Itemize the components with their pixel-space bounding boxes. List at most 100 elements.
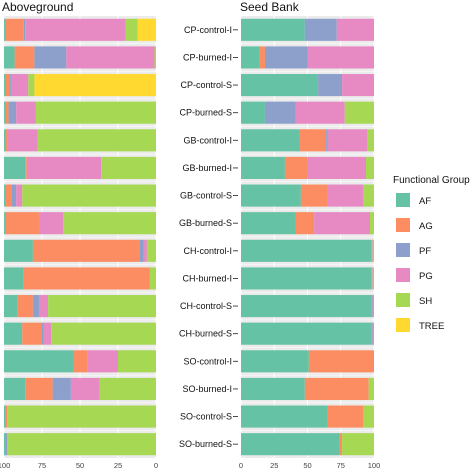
- aboveground-bar-pg: [66, 46, 155, 69]
- seed-bank-bar-sh: [344, 101, 374, 124]
- aboveground-bar-af: [4, 46, 15, 69]
- category-label: CH-burned-S: [179, 329, 232, 339]
- seed-bank-bar-ag: [259, 46, 265, 69]
- seed-bank-bar-ag: [300, 184, 328, 207]
- aboveground-bar-pg: [87, 350, 118, 373]
- seed-bank-bar-sh: [368, 377, 374, 400]
- seed-bank-bar-ag: [339, 433, 343, 456]
- aboveground-bar-sh: [51, 322, 157, 345]
- category-label: SO-control-I: [183, 356, 232, 366]
- seed-bank-bar-af: [241, 405, 328, 428]
- aboveground-bar-pg: [16, 101, 36, 124]
- seed-bank-bar-pg: [371, 267, 373, 290]
- category-label: GB-burned-I: [182, 163, 232, 173]
- legend-swatch-pf: [396, 243, 410, 257]
- aboveground-x-tick-label: 0: [154, 461, 158, 470]
- aboveground-bar-ag: [5, 101, 9, 124]
- legend-label-pg: PG: [419, 271, 433, 282]
- aboveground-bar-pf: [42, 322, 44, 345]
- aboveground-bar-ag: [25, 377, 53, 400]
- seed-bank-bar-pf: [264, 101, 296, 124]
- legend-title: Functional Group: [393, 175, 470, 186]
- aboveground-bar-sh: [118, 350, 156, 373]
- category-label: CP-burned-S: [179, 108, 232, 118]
- legend-swatch-af: [396, 193, 410, 207]
- aboveground-bar-pf: [34, 46, 67, 69]
- aboveground-bar-ag: [5, 405, 8, 428]
- aboveground-bar-ag: [14, 46, 35, 69]
- aboveground-bar-af: [4, 295, 18, 318]
- aboveground-bar-sh: [7, 433, 157, 456]
- seed-bank-bar-sh: [363, 184, 374, 207]
- seed-bank-bar-pg: [314, 212, 371, 235]
- seed-bank-bar-af: [241, 184, 301, 207]
- aboveground-bar-pg: [16, 184, 23, 207]
- category-label: CP-burned-I: [183, 52, 232, 62]
- aboveground-bar-pg: [25, 18, 126, 41]
- seed-bank-bar-pg: [327, 184, 364, 207]
- aboveground-bar-pg: [7, 129, 38, 152]
- aboveground-bar-sh: [63, 212, 156, 235]
- category-label: CP-control-I: [184, 25, 232, 35]
- seed-bank-bar-sh: [363, 405, 374, 428]
- seed-bank-bar-sh: [342, 433, 374, 456]
- seed-bank-bar-pf: [264, 46, 308, 69]
- aboveground-bar-ag: [5, 129, 8, 152]
- legend-swatch-tree: [396, 318, 410, 332]
- seed-bank-bar-sh: [372, 239, 374, 262]
- aboveground-bar-pf: [10, 74, 12, 97]
- aboveground-bar-sh: [37, 129, 156, 152]
- aboveground-bar-ag: [23, 267, 150, 290]
- aboveground-x-tick-label: 100: [0, 461, 10, 470]
- aboveground-bar-af: [4, 18, 6, 41]
- aboveground-bar-pg: [70, 377, 100, 400]
- category-label: CP-control-S: [180, 80, 232, 90]
- aboveground-bar-ag: [5, 18, 24, 41]
- seed-bank-x-tick-label: 100: [368, 461, 381, 470]
- aboveground-x-tick-label: 25: [114, 461, 122, 470]
- aboveground-bar-tree: [137, 18, 156, 41]
- aboveground-bar-sh: [154, 46, 156, 69]
- seed-bank-bar-af: [241, 129, 300, 152]
- aboveground-bar-ag: [17, 295, 33, 318]
- aboveground-bar-ag: [5, 74, 11, 97]
- legend-swatch-pg: [396, 268, 410, 282]
- seed-bank-bar-pg: [307, 46, 374, 69]
- aboveground-x-tick-label: 75: [38, 461, 46, 470]
- seed-bank-bar-pg: [342, 74, 374, 97]
- aboveground-bar-pg: [143, 239, 147, 262]
- aboveground-bar-af: [4, 129, 6, 152]
- aboveground-bar-ag: [25, 156, 27, 179]
- aboveground-bar-af: [4, 101, 6, 124]
- seed-bank-bar-af: [241, 350, 309, 373]
- aboveground-bar-ag: [32, 239, 140, 262]
- category-label: GB-burned-S: [179, 218, 232, 228]
- aboveground-bar-pf: [8, 101, 17, 124]
- seed-bank-bar-sh: [370, 212, 374, 235]
- seed-bank-bar-ag: [284, 156, 308, 179]
- seed-bank-bar-pg: [327, 129, 368, 152]
- seed-bank-x-tick-label: 0: [239, 461, 243, 470]
- category-label: CH-control-S: [180, 301, 232, 311]
- aboveground-bar-pf: [139, 239, 144, 262]
- seed-bank-bar-af: [241, 267, 372, 290]
- aboveground-bar-ag: [5, 212, 39, 235]
- seed-bank-bar-af: [241, 101, 265, 124]
- aboveground-bar-pf: [23, 18, 26, 41]
- seed-bank-bar-pg: [371, 239, 373, 262]
- seed-bank-bar-af: [241, 46, 260, 69]
- aboveground-bar-pg: [26, 156, 102, 179]
- seed-bank-x-tick-label: 75: [337, 461, 345, 470]
- seed-bank-bar-pf: [318, 74, 343, 97]
- aboveground-bar-pf: [11, 184, 17, 207]
- seed-bank-bar-pg: [372, 322, 374, 345]
- seed-bank-bar-af: [241, 322, 372, 345]
- seed-bank-bar-af: [241, 433, 340, 456]
- aboveground-bar-af: [4, 184, 6, 207]
- seed-bank-bar-ag: [295, 212, 315, 235]
- aboveground-bar-af: [4, 156, 26, 179]
- aboveground-bar-pf: [52, 377, 71, 400]
- aboveground-bar-af: [4, 377, 26, 400]
- seed-bank-bar-pg: [307, 156, 367, 179]
- seed-bank-bar-af: [241, 212, 296, 235]
